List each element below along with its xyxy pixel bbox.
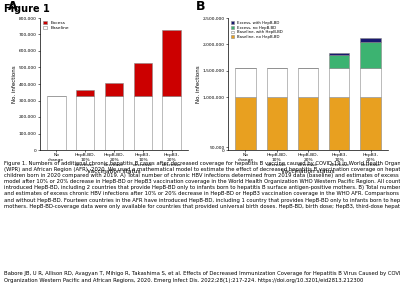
Text: Figure 1. Numbers of additional chronic hepatitis B cases after decreased covera: Figure 1. Numbers of additional chronic …	[4, 160, 400, 209]
Bar	[329, 53, 350, 55]
Text: A: A	[8, 0, 17, 13]
Bar	[134, 95, 152, 150]
Bar	[235, 68, 256, 97]
Bar	[360, 38, 381, 42]
X-axis label: Vaccination status: Vaccination status	[87, 169, 141, 174]
Text: Babore JB, U R, Allison RD, Avagyan T, Mihigo R, Takashima S, et al. Effects of : Babore JB, U R, Allison RD, Avagyan T, M…	[4, 272, 400, 283]
Bar	[298, 97, 318, 150]
Bar	[298, 68, 318, 97]
Text: Figure 1: Figure 1	[4, 4, 50, 14]
Bar	[76, 90, 94, 95]
Bar	[47, 95, 66, 150]
Legend: Excess, with HepB-BD, Excess, no HepB-BD, Baseline, with HepB-BD, Baseline, no H: Excess, with HepB-BD, Excess, no HepB-BD…	[230, 20, 284, 40]
Bar	[266, 97, 287, 150]
Y-axis label: No. infections: No. infections	[196, 65, 201, 103]
Bar	[266, 68, 287, 97]
Bar	[76, 95, 94, 150]
Bar	[329, 68, 350, 97]
Bar	[235, 97, 256, 150]
Bar	[104, 83, 124, 95]
Bar	[134, 62, 152, 95]
Y-axis label: No. infections: No. infections	[12, 65, 17, 103]
Bar	[360, 68, 381, 97]
Text: B: B	[196, 0, 206, 13]
Bar	[162, 29, 181, 95]
Legend: Excess, Baseline: Excess, Baseline	[42, 20, 70, 31]
Bar	[360, 97, 381, 150]
Bar	[329, 55, 350, 68]
Bar	[162, 95, 181, 150]
Bar	[104, 95, 124, 150]
Bar	[360, 42, 381, 68]
X-axis label: Vaccination status: Vaccination status	[281, 169, 335, 174]
Bar	[329, 97, 350, 150]
